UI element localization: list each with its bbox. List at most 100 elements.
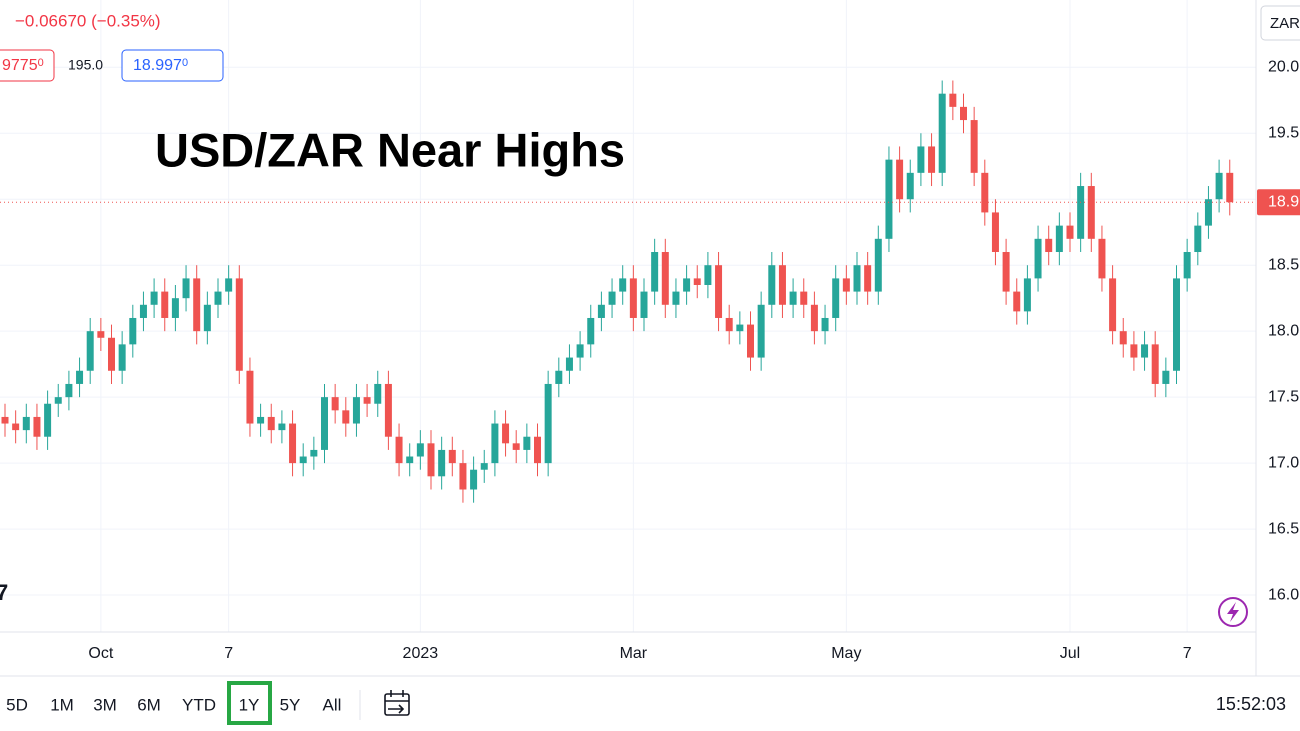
candle-body xyxy=(885,159,893,239)
candle-body xyxy=(534,436,541,464)
candle-body xyxy=(928,146,936,173)
candle-body xyxy=(821,317,829,332)
buy-frac[interactable]: 0 xyxy=(182,57,188,69)
candle-body xyxy=(1141,344,1149,358)
candle-body xyxy=(235,278,243,371)
last-price-label: 18.9775 xyxy=(1268,193,1300,210)
sell-frac[interactable]: 0 xyxy=(38,57,44,69)
candle-body xyxy=(576,344,584,358)
candle-body xyxy=(374,383,382,404)
range-button[interactable]: 6M xyxy=(137,695,161,714)
candle-body xyxy=(267,416,275,431)
candle-body xyxy=(991,212,999,253)
range-button[interactable]: All xyxy=(323,695,342,714)
candle-body xyxy=(1055,225,1063,253)
candle-body xyxy=(768,265,776,305)
candle-body xyxy=(960,106,967,121)
symbol[interactable]: ZAR xyxy=(1270,15,1300,32)
candle-body xyxy=(747,324,754,358)
candle-body xyxy=(54,397,62,404)
candle-body xyxy=(810,304,818,332)
candle-body xyxy=(1183,252,1191,279)
clock: 15:52:03 xyxy=(1216,694,1286,714)
candle-body xyxy=(33,416,41,437)
x-tick-label: 7 xyxy=(224,645,233,662)
active-range-box[interactable] xyxy=(227,681,272,725)
candle-body xyxy=(1023,278,1031,312)
candle-body xyxy=(629,278,637,318)
candle-body xyxy=(640,291,648,318)
candle-body xyxy=(864,265,872,292)
candle-body xyxy=(1,416,9,424)
candle-body xyxy=(949,93,957,107)
range-button[interactable]: 1M xyxy=(50,695,74,714)
candle-body xyxy=(683,278,691,292)
candle-body xyxy=(619,278,627,292)
candle-body xyxy=(565,357,573,371)
range-button[interactable]: 5D xyxy=(6,695,28,714)
sell-main[interactable]: 9775 xyxy=(2,57,38,74)
price-change: −0.06670 (−0.35%) xyxy=(15,11,161,30)
candle-body xyxy=(491,423,499,464)
candle-body xyxy=(97,331,105,338)
candle-body xyxy=(725,317,733,332)
candle-body xyxy=(906,172,914,200)
candle-body xyxy=(44,403,52,437)
candle-body xyxy=(736,324,744,332)
candle-body xyxy=(438,449,446,477)
candle-body xyxy=(12,423,20,431)
y-tick-label: 17.0 xyxy=(1268,454,1299,471)
grid xyxy=(0,0,1256,632)
candle-body xyxy=(1098,238,1106,279)
candle-body xyxy=(352,397,360,424)
buy-main[interactable]: 18.997 xyxy=(133,57,182,74)
lightning-icon xyxy=(1227,602,1239,622)
candle-body xyxy=(161,291,169,318)
candle-body xyxy=(587,317,595,345)
range-button[interactable]: 3M xyxy=(93,695,117,714)
candle-body xyxy=(523,436,531,450)
symbol-box[interactable] xyxy=(1260,5,1300,41)
chart-title: USD/ZAR Near Highs xyxy=(155,123,625,176)
calendar-arrow[interactable] xyxy=(388,704,405,714)
candle-body xyxy=(757,304,765,358)
buy-box[interactable] xyxy=(121,49,224,82)
candle-body xyxy=(139,304,147,318)
range-button[interactable]: 5Y xyxy=(280,695,301,714)
candle-body xyxy=(1066,225,1074,239)
sell-box[interactable] xyxy=(0,49,55,82)
x-tick-label: Oct xyxy=(88,645,113,662)
y-tick-label: 16.0 xyxy=(1268,586,1299,603)
candle-body xyxy=(1087,186,1095,239)
candle-body xyxy=(970,120,978,173)
candle-body xyxy=(480,463,488,470)
candle-body xyxy=(65,383,73,398)
candle-body xyxy=(427,443,435,477)
range-button[interactable]: YTD xyxy=(182,695,216,714)
candle-body xyxy=(1215,172,1223,200)
buy-price[interactable]: 18.9970 xyxy=(133,57,188,74)
sell-price[interactable]: 97750 xyxy=(2,57,44,74)
spread: 195.0 xyxy=(68,57,103,73)
candle-body xyxy=(1130,344,1138,358)
candle-body xyxy=(76,370,84,384)
candle-body xyxy=(299,456,307,464)
candle-body xyxy=(1109,278,1117,332)
candle-body xyxy=(150,291,158,305)
y-tick-label: 16.5 xyxy=(1268,520,1299,537)
candle-body xyxy=(800,291,808,305)
y-tick-label: 20.0 xyxy=(1268,59,1299,76)
candle-body xyxy=(1077,186,1085,239)
candle-body xyxy=(289,423,297,464)
candles xyxy=(1,80,1234,503)
candle-body xyxy=(1002,252,1010,292)
watermark-fragment: 7 xyxy=(0,580,8,605)
candle-body xyxy=(832,278,840,318)
candle-body xyxy=(22,416,30,431)
candle-body xyxy=(331,397,339,411)
calendar-icon[interactable] xyxy=(384,690,410,716)
range-button[interactable]: 1Y xyxy=(239,695,260,714)
calendar-body[interactable] xyxy=(384,693,410,716)
candle-body xyxy=(108,337,115,371)
